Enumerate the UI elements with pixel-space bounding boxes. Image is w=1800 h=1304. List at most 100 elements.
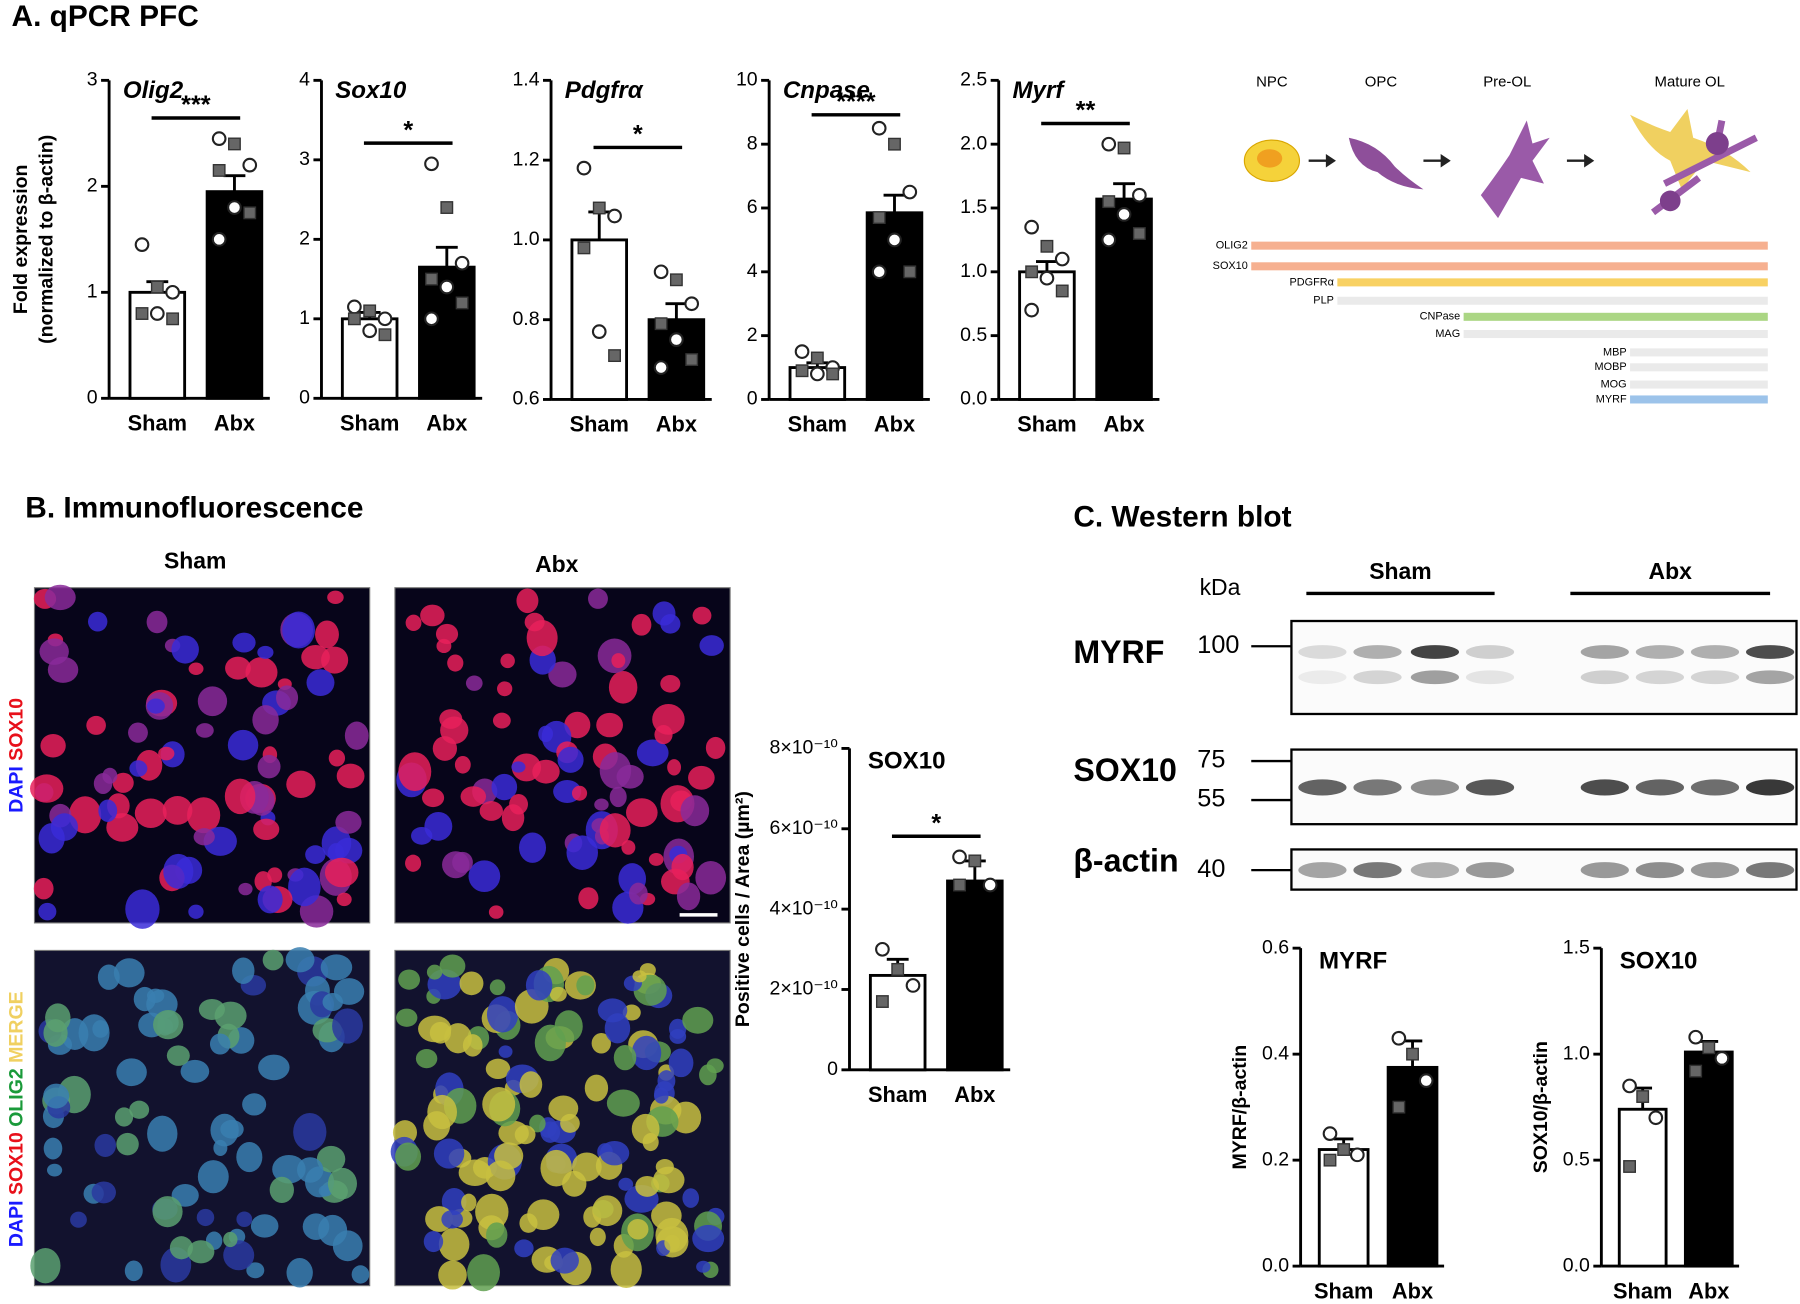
cell [395,1142,422,1171]
band [1353,862,1402,879]
cell [197,686,228,717]
significance-label: ** [1076,97,1096,125]
bar [570,238,629,401]
data-point [902,184,918,200]
cell [441,1210,463,1229]
band [1580,862,1629,879]
band [1635,862,1685,879]
marker-label: OLIG2 [1216,240,1248,252]
cell [680,795,710,827]
x-tick-label: Sham [128,410,187,435]
data-point [166,312,180,326]
cell [695,860,727,895]
data-point [952,849,967,865]
band [1410,645,1460,659]
marker-label: MOG [1601,378,1627,390]
cell [188,904,204,919]
cell [128,722,148,743]
y-tick-label: 1.4 [512,69,539,91]
y-tick-label: 0.0 [1563,1254,1590,1276]
x-tick-label: Sham [1314,1278,1373,1303]
cell [648,853,664,866]
microscopy-image [394,587,731,924]
cell [564,711,591,739]
cell [433,1138,465,1169]
cell [548,1095,579,1122]
chart-title: Myrf [1012,77,1066,104]
cell [223,1231,238,1248]
cell [146,610,168,634]
cell [40,733,66,758]
y-tick-label: 0.5 [960,324,987,346]
cell [671,853,694,881]
cell [272,1154,306,1184]
cell [497,681,513,697]
cell [398,752,432,792]
cell [667,759,682,776]
cell [462,1034,483,1057]
cell [420,604,445,627]
data-point [455,296,469,310]
cell [30,774,64,803]
data-point [669,273,683,287]
y-tick-label: 2 [299,227,310,249]
data-point [150,280,164,294]
cell [293,1112,327,1151]
group-label: Abx [1649,558,1693,584]
data-point [1689,1064,1703,1078]
y-tick-label: 0 [827,1058,838,1080]
cell-illustrations [1243,109,1758,219]
data-point [1101,232,1117,248]
cell [195,723,214,738]
kda-marker: 100 [1197,631,1239,659]
data-point [424,156,439,172]
cell [305,845,326,864]
cell [301,645,330,670]
cell [682,1188,700,1208]
cell [134,798,167,828]
cell [238,882,253,896]
band [1745,670,1795,685]
cell [86,715,106,735]
band [1298,670,1347,685]
cell [147,1115,178,1152]
cell [629,882,648,905]
data-point [592,201,606,215]
x-tick-label: Abx [954,1082,995,1107]
y-tick-label: 1 [299,307,310,329]
cell [652,601,676,626]
microscopy-image [30,947,371,1288]
data-point [872,211,886,224]
cell [594,798,609,811]
cell [516,588,539,614]
kda-marker: 40 [1197,855,1225,883]
data-point [968,854,982,868]
x-tick-label: Abx [874,412,915,437]
y-tick-label: 10 [736,69,758,91]
error-bar [665,302,688,320]
cell [322,992,344,1012]
data-point [795,364,809,378]
cell [548,661,577,688]
protein-label: β-actin [1073,843,1178,879]
data-point [591,324,607,339]
cell [591,1032,611,1054]
cell [438,1260,467,1290]
cell [153,1010,184,1040]
data-point [363,304,377,318]
channel-name: OLIG2 [5,1068,27,1127]
marker-label: MBP [1603,346,1627,358]
significance-label: * [931,809,941,837]
band [1690,779,1740,796]
data-point [242,157,258,173]
data-point [653,360,669,375]
data-point [227,200,242,215]
protein-label: MYRF [1073,634,1164,670]
cell [324,857,359,888]
cell [670,1101,702,1134]
cell [269,1176,294,1204]
cell [439,954,466,978]
data-point [211,231,227,247]
cell [610,1251,642,1289]
cell [596,712,623,738]
